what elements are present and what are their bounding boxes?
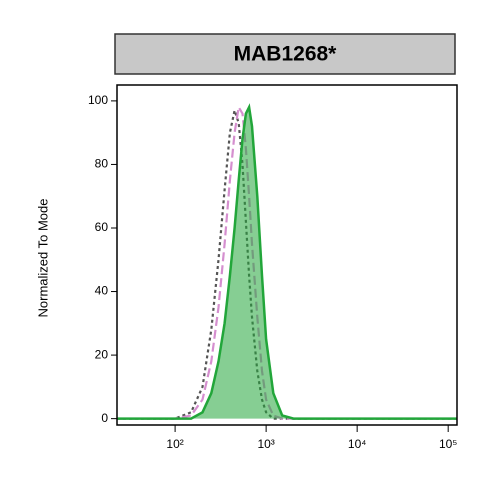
y-tick-label: 80 (95, 157, 109, 171)
x-tick-label: 10⁵ (439, 437, 457, 451)
histogram-line (117, 104, 457, 420)
chart-title: MAB1268* (234, 43, 338, 66)
histogram-line (117, 103, 457, 420)
plot-area (117, 103, 457, 420)
x-tick-label: 10³ (257, 437, 274, 451)
x-tick-label: 10² (166, 437, 183, 451)
y-tick-label: 100 (88, 93, 108, 107)
y-tick-label: 40 (95, 284, 109, 298)
y-axis-label: Normalized To Mode (35, 199, 50, 318)
x-tick-label: 10⁴ (348, 437, 367, 451)
y-tick-label: 0 (101, 411, 108, 425)
plot-frame (116, 84, 458, 426)
y-tick-label: 60 (95, 220, 109, 234)
histogram-line (117, 106, 457, 420)
title-box (114, 33, 456, 75)
area-fill (117, 107, 457, 419)
y-tick-label: 20 (95, 347, 109, 361)
